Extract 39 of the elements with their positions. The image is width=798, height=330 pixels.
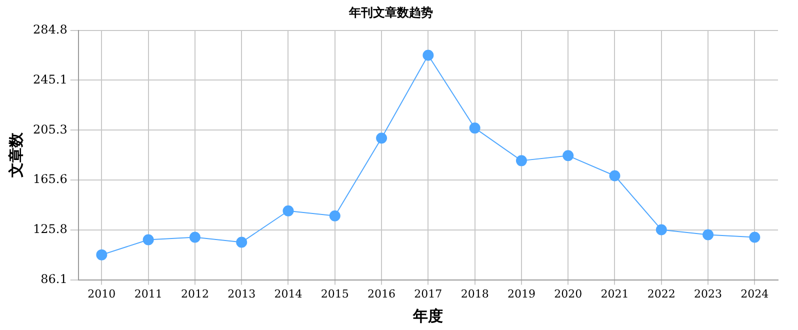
x-tick-label: 2021 — [600, 287, 629, 300]
x-tick-label: 2016 — [368, 287, 396, 300]
chart-title: 年刊文章数趋势 — [348, 5, 433, 20]
x-tick-label: 2014 — [274, 287, 302, 300]
y-tick-label: 245.1 — [32, 72, 68, 86]
x-tick-label: 2018 — [460, 287, 489, 300]
point — [702, 229, 714, 240]
point — [516, 155, 527, 166]
point — [749, 232, 760, 243]
point — [609, 170, 620, 182]
x-tick-label: 2020 — [554, 287, 582, 300]
x-tick-label: 2017 — [414, 287, 442, 300]
x-tick-label: 2015 — [320, 287, 349, 300]
y-tick-label: 284.8 — [32, 22, 68, 37]
point — [189, 232, 200, 243]
x-tick-label: 2024 — [740, 287, 769, 300]
point — [282, 205, 294, 216]
y-tick-label: 165.6 — [32, 172, 68, 186]
y-tick-label: 86.1 — [40, 272, 68, 286]
x-axis-title: 年度 — [412, 306, 444, 325]
point — [142, 234, 154, 246]
point — [562, 150, 574, 162]
x-tick-label: 2011 — [134, 287, 162, 300]
x-tick-label: 2022 — [647, 287, 676, 300]
y-axis-title: 文章数 — [6, 132, 25, 179]
x-tick-label: 2010 — [88, 287, 116, 300]
point — [656, 224, 667, 236]
y-tick-label: 125.8 — [32, 222, 68, 236]
point — [422, 50, 434, 61]
point — [236, 236, 248, 248]
y-tick-label: 205.3 — [32, 122, 68, 136]
point — [96, 249, 108, 260]
x-tick-label: 2012 — [180, 287, 209, 300]
x-tick-label: 2019 — [507, 287, 536, 300]
x-tick-label: 2013 — [228, 287, 256, 300]
point — [329, 210, 340, 222]
point — [376, 132, 388, 144]
x-tick-label: 2023 — [694, 287, 722, 300]
point — [469, 122, 480, 134]
